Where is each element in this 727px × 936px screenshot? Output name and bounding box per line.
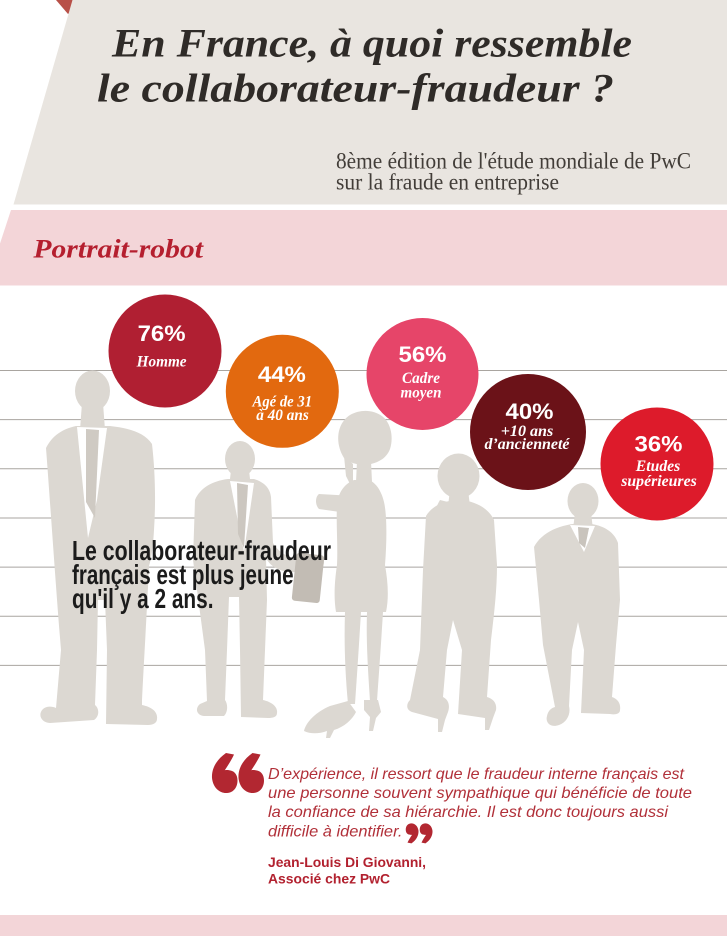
svg-text:44%: 44% [258,362,306,387]
svg-text:56%: 56% [399,342,447,367]
svg-text:qu'il y a 2 ans.: qu'il y a 2 ans. [72,583,214,614]
svg-text:Portrait-robot: Portrait-robot [32,235,204,264]
svg-text:Associé chez PwC: Associé chez PwC [268,870,390,886]
svg-text:Jean-Louis Di Giovanni,: Jean-Louis Di Giovanni, [268,854,426,870]
svg-text:Etudes: Etudes [635,458,681,475]
svg-text:76%: 76% [138,321,186,346]
svg-text:supérieures: supérieures [620,473,697,490]
svg-text:la confiance de sa hiérarchie.: la confiance de sa hiérarchie. Il est do… [268,804,668,821]
svg-text:+10 ans: +10 ans [501,423,554,440]
svg-text:moyen: moyen [401,385,442,402]
svg-text:difficile à identifier.: difficile à identifier. [268,823,403,840]
svg-text:une personne souvent sympathiq: une personne souvent sympathique qui bén… [268,785,692,802]
svg-text:Le collaborateur-fraudeur: Le collaborateur-fraudeur [72,535,331,566]
svg-text:40%: 40% [506,399,554,424]
svg-text:à 40 ans: à 40 ans [256,407,309,424]
svg-text:8ème édition de l'étude mondia: 8ème édition de l'étude mondiale de PwC [336,148,691,174]
svg-text:D’expérience, il ressort que l: D’expérience, il ressort que le fraudeur… [268,766,685,783]
svg-text:le collaborateur-fraudeur ?: le collaborateur-fraudeur ? [97,65,614,110]
svg-text:Homme: Homme [136,354,187,371]
svg-text:Cadre: Cadre [402,370,440,387]
svg-text:Agé de 31: Agé de 31 [252,394,312,411]
svg-text:français est plus jeune: français est plus jeune [72,559,294,590]
svg-text:d’ancienneté: d’ancienneté [485,436,571,453]
svg-text:sur la fraude en entreprise: sur la fraude en entreprise [336,169,559,195]
svg-text:36%: 36% [635,432,683,457]
svg-text:En France, à quoi ressemble: En France, à quoi ressemble [111,21,632,66]
